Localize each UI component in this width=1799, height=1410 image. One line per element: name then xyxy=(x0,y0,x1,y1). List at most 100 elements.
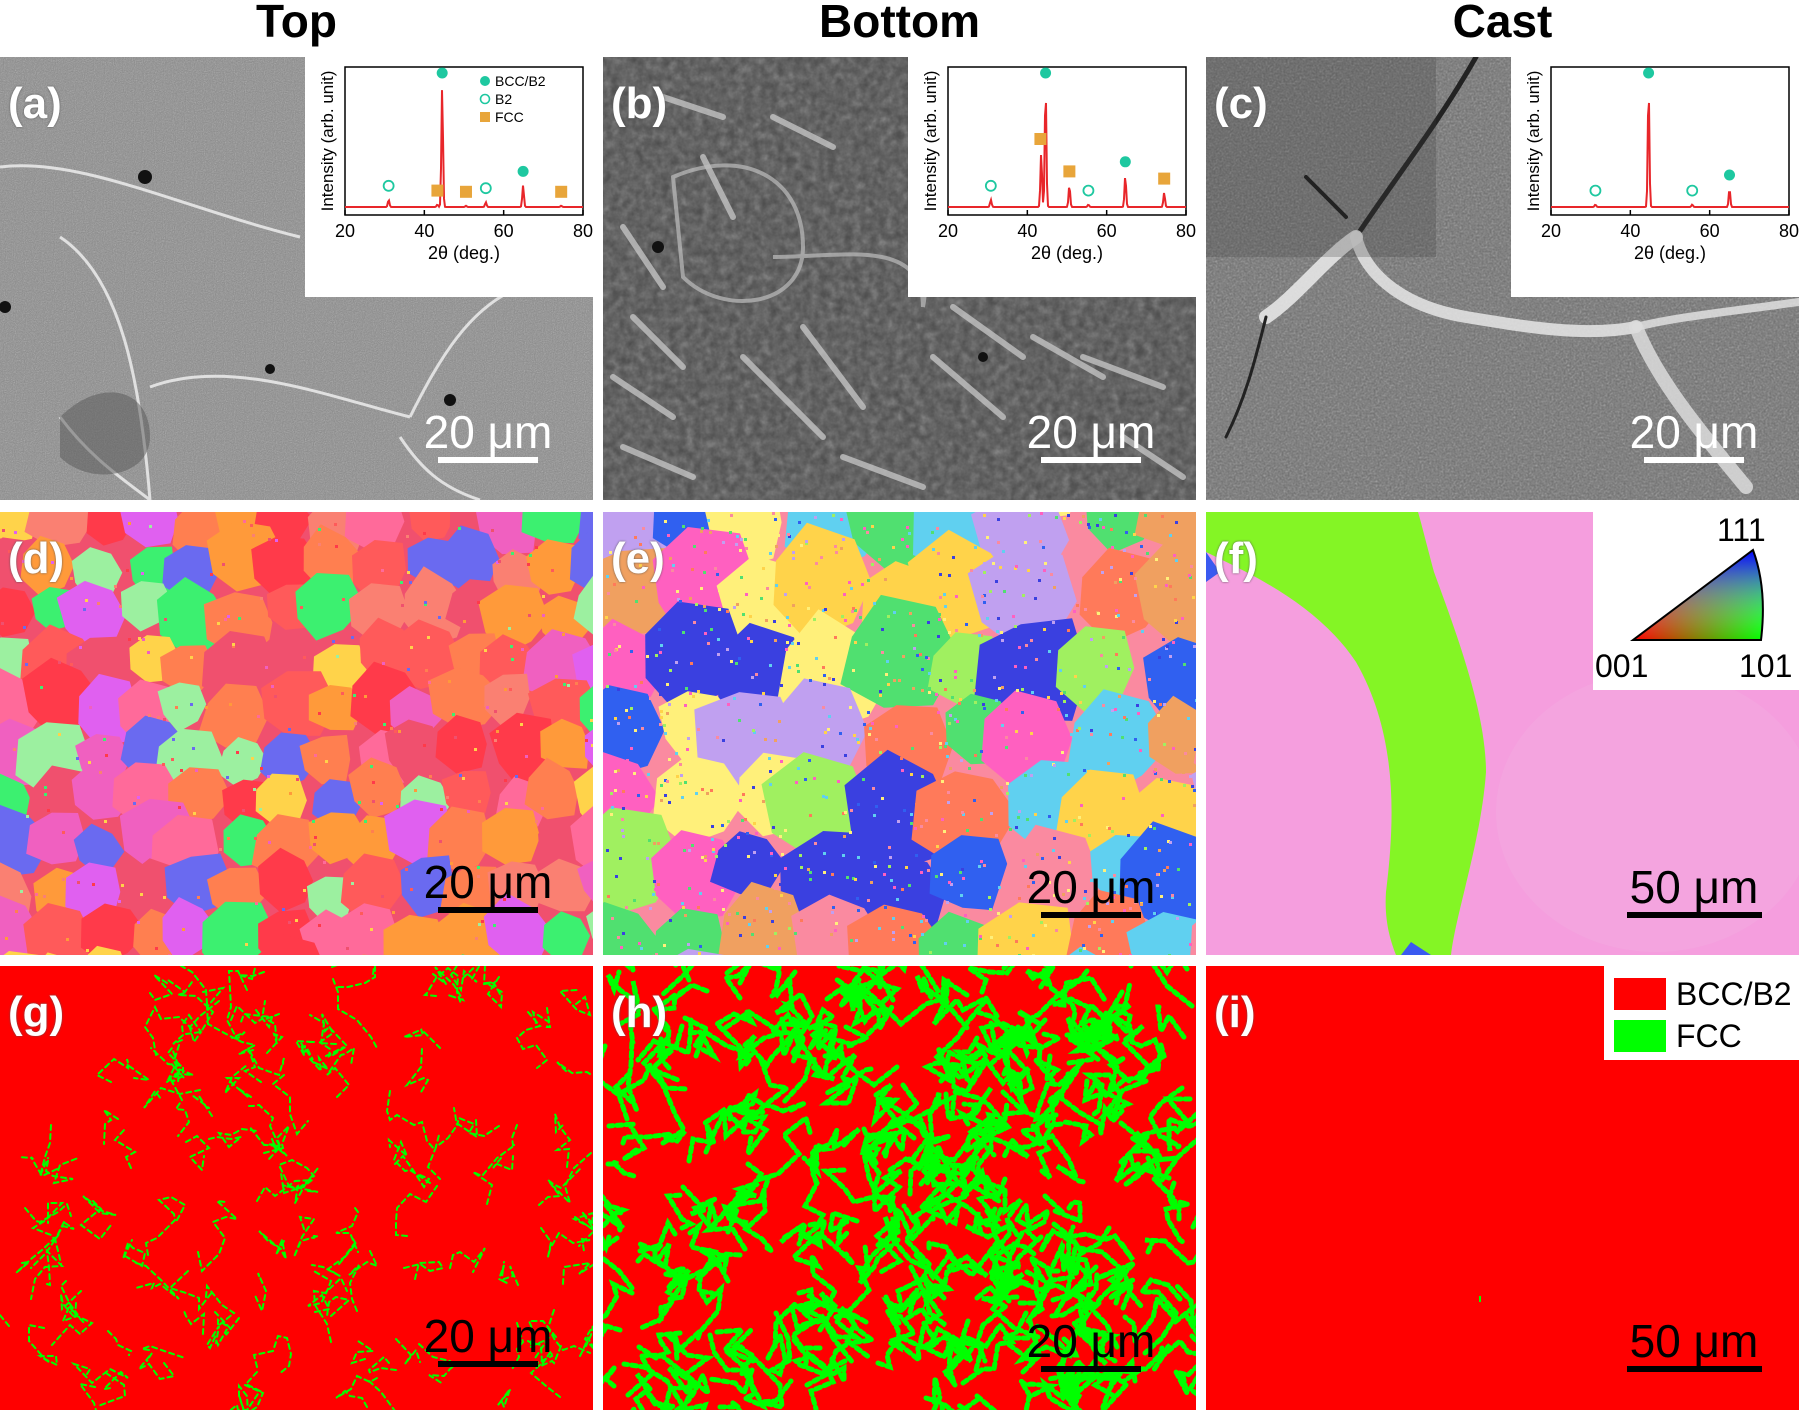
ipf-speckle xyxy=(931,531,934,534)
marker-fcc xyxy=(1034,133,1047,145)
ipf-speckle xyxy=(97,602,100,605)
ipf-speckle xyxy=(1005,736,1008,739)
ipf-speckle xyxy=(336,655,339,658)
ipf-speckle xyxy=(520,723,523,726)
ipf-speckle xyxy=(1083,769,1086,772)
ipf-speckle xyxy=(1158,656,1161,659)
ipf-speckle xyxy=(425,669,428,672)
ipf-speckle xyxy=(762,692,765,695)
ipf-speckle xyxy=(946,901,949,904)
ipf-speckle xyxy=(797,642,800,645)
ipf-grain xyxy=(710,831,786,895)
ipf-speckle xyxy=(1169,585,1172,588)
ipf-speckle xyxy=(142,638,145,641)
ipf-speckle xyxy=(1057,708,1060,711)
marker-b2 xyxy=(1589,184,1602,197)
ipf-speckle xyxy=(1115,615,1118,618)
ipf-speckle xyxy=(701,527,704,530)
ipf-speckle xyxy=(955,595,958,598)
ipf-speckle xyxy=(255,902,258,905)
ipf-speckle xyxy=(633,772,636,775)
xrd-legend-label: B2 xyxy=(495,91,512,107)
ipf-speckle xyxy=(747,637,750,640)
scale-bar-line-e xyxy=(1041,912,1141,918)
ipf-speckle xyxy=(939,679,942,682)
ipf-speckle xyxy=(941,818,944,821)
ipf-speckle xyxy=(1083,685,1086,688)
ipf-speckle xyxy=(342,598,345,601)
ipf-speckle xyxy=(746,654,749,657)
ipf-speckle xyxy=(753,731,756,734)
ipf-speckle xyxy=(736,535,739,538)
ipf-speckle xyxy=(1064,578,1067,581)
ipf-speckle xyxy=(274,695,277,698)
ipf-grain xyxy=(45,952,57,955)
ipf-speckle xyxy=(660,799,663,802)
ipf-speckle xyxy=(693,545,696,548)
ipf-grain xyxy=(435,714,487,774)
ipf-speckle xyxy=(1131,555,1134,558)
ipf-speckle xyxy=(0,938,3,941)
ipf-speckle xyxy=(995,699,998,702)
ipf-speckle xyxy=(193,812,196,815)
ipf-speckle xyxy=(794,932,797,935)
ipf-speckle xyxy=(788,927,791,930)
ipf-speckle xyxy=(675,756,678,759)
ipf-speckle xyxy=(960,759,963,762)
ipf-speckle xyxy=(429,775,432,778)
ipf-speckle xyxy=(410,888,413,891)
ipf-speckle xyxy=(1014,625,1017,628)
ipf-speckle xyxy=(916,654,919,657)
ipf-speckle xyxy=(1122,797,1125,800)
ipf-speckle xyxy=(805,542,808,545)
ipf-speckle xyxy=(428,681,431,684)
ipf-speckle xyxy=(687,943,690,946)
ipf-grain xyxy=(259,633,313,684)
ipf-speckle xyxy=(620,946,623,949)
ipf-speckle xyxy=(1,622,4,625)
ipf-speckle xyxy=(675,752,678,755)
ipf-speckle xyxy=(912,624,915,627)
ipf-speckle xyxy=(665,783,668,786)
ipf-speckle xyxy=(866,531,869,534)
ipf-speckle xyxy=(839,732,842,735)
ipf-speckle xyxy=(700,587,703,590)
ipf-speckle xyxy=(164,618,167,621)
ipf-speckle xyxy=(974,701,977,704)
ipf-speckle xyxy=(1026,818,1029,821)
ipf-speckle xyxy=(1024,541,1027,544)
ipf-speckle xyxy=(854,878,857,881)
ipf-speckle xyxy=(822,795,825,798)
ipf-speckle xyxy=(769,770,772,773)
ipf-speckle xyxy=(87,634,90,637)
ipf-speckle xyxy=(478,800,481,803)
ipf-speckle xyxy=(881,628,884,631)
ipf-speckle xyxy=(784,829,787,832)
ipf-speckle xyxy=(190,656,193,659)
ipf-grain xyxy=(120,512,179,548)
ipf-speckle xyxy=(575,682,578,685)
scale-bar-label-f: 50 μm xyxy=(1629,861,1759,913)
ipf-speckle xyxy=(959,698,962,701)
ipf-speckle xyxy=(1155,558,1158,561)
panel-label-a: (a) xyxy=(8,79,62,128)
ipf-speckle xyxy=(1159,703,1162,706)
ipf-speckle xyxy=(657,883,660,886)
ipf-speckle xyxy=(607,592,610,595)
ipf-speckle xyxy=(477,866,480,869)
ipf-grain xyxy=(677,948,725,955)
ipf-speckle xyxy=(1082,944,1085,947)
ipf-speckle xyxy=(687,737,690,740)
ipf-speckle xyxy=(784,593,787,596)
ipf-speckle xyxy=(781,730,784,733)
ipf-speckle xyxy=(948,631,951,634)
ipf-speckle xyxy=(1187,717,1190,720)
xrd-y-axis-label: Intensity (arb. unit) xyxy=(1524,71,1543,212)
ipf-speckle xyxy=(300,606,303,609)
ipf-speckle xyxy=(913,647,916,650)
ipf-speckle xyxy=(664,732,667,735)
ipf-speckle xyxy=(1087,770,1090,773)
ipf-speckle xyxy=(786,641,789,644)
ipf-speckle xyxy=(774,739,777,742)
ipf-speckle xyxy=(842,854,845,857)
